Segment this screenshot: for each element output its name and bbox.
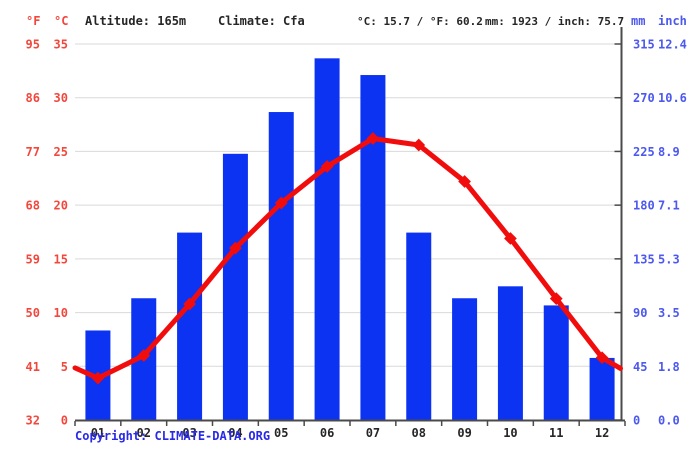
temperature-marker-06 <box>320 160 334 173</box>
celsius-tick-label: 35 <box>54 38 68 52</box>
temperature-marker-10 <box>504 232 517 245</box>
mm-tick-label: 90 <box>633 306 647 320</box>
month-label-09: 09 <box>457 426 471 440</box>
celsius-axis-title: °C <box>54 14 69 28</box>
fahrenheit-tick-label: 86 <box>26 91 40 105</box>
celsius-tick-label: 25 <box>54 145 68 159</box>
temperature-marker-03 <box>183 297 196 311</box>
month-label-08: 08 <box>412 426 426 440</box>
mm-axis-title: mm <box>631 14 646 28</box>
mm-tick-label: 270 <box>633 91 655 105</box>
fahrenheit-tick-label: 50 <box>26 306 40 320</box>
mm-tick-label: 0 <box>633 414 640 428</box>
fahrenheit-tick-label: 77 <box>26 145 40 159</box>
mm-tick-label: 180 <box>633 199 655 213</box>
fahrenheit-axis-title: °F <box>26 14 41 28</box>
mm-tick-label: 225 <box>633 145 655 159</box>
fahrenheit-tick-label: 95 <box>26 38 40 52</box>
precip-bar-06 <box>314 58 340 420</box>
month-label-12: 12 <box>595 426 609 440</box>
precip-bar-05 <box>268 112 294 421</box>
copyright-link[interactable]: Copyright: CLIMATE-DATA.ORG <box>75 429 271 443</box>
month-label-02: 02 <box>137 426 151 440</box>
celsius-tick-label: 5 <box>61 360 68 374</box>
month-label-04: 04 <box>228 426 242 440</box>
celsius-tick-label: 0 <box>61 414 68 428</box>
inch-tick-label: 0.0 <box>658 414 680 428</box>
mm-tick-label: 45 <box>633 360 647 374</box>
temperature-marker-07 <box>366 132 380 145</box>
temperature-marker-04 <box>229 241 242 255</box>
precip-bar-12 <box>589 357 615 420</box>
precip-bar-10 <box>497 286 523 420</box>
temperature-line <box>72 136 623 381</box>
inch-tick-label: 7.1 <box>658 199 680 213</box>
temperature-marker-02 <box>137 349 151 362</box>
month-label-07: 07 <box>366 426 380 440</box>
precip-bar-04 <box>222 153 248 421</box>
temperature-marker-08 <box>412 138 426 152</box>
mm-tick-label: 315 <box>633 38 655 52</box>
month-label-11: 11 <box>549 426 563 440</box>
total-precip-label: mm: 1923 / inch: 75.7 <box>485 15 625 28</box>
temperature-marker-09 <box>458 175 471 188</box>
month-label-10: 10 <box>503 426 517 440</box>
precip-bar-07 <box>360 75 386 421</box>
inch-tick-label: 3.5 <box>658 306 680 320</box>
inch-tick-label: 8.9 <box>658 145 680 159</box>
temperature-marker-05 <box>274 196 288 210</box>
inch-tick-label: 12.4 <box>658 38 687 52</box>
celsius-tick-label: 20 <box>54 199 68 213</box>
inch-tick-label: 5.3 <box>658 252 680 266</box>
altitude-label: Altitude: 165m <box>85 14 187 28</box>
precip-bar-09 <box>452 298 478 420</box>
precip-bar-08 <box>406 232 432 420</box>
mm-tick-label: 135 <box>633 252 655 266</box>
fahrenheit-tick-label: 68 <box>26 199 40 213</box>
fahrenheit-tick-label: 32 <box>26 414 40 428</box>
fahrenheit-tick-label: 41 <box>26 360 40 374</box>
precip-bar-03 <box>177 232 203 420</box>
month-label-01: 01 <box>91 426 105 440</box>
celsius-tick-label: 30 <box>54 91 68 105</box>
avg-temperature-label: °C: 15.7 / °F: 60.2 <box>357 15 483 28</box>
inch-tick-label: 1.8 <box>658 360 680 374</box>
month-label-03: 03 <box>182 426 196 440</box>
celsius-tick-label: 10 <box>54 306 68 320</box>
inch-axis-title: inch <box>658 14 687 28</box>
climate-class-label: Climate: Cfa <box>218 14 305 28</box>
fahrenheit-tick-label: 59 <box>26 252 40 266</box>
month-label-06: 06 <box>320 426 334 440</box>
inch-tick-label: 10.6 <box>658 91 687 105</box>
precip-bar-11 <box>543 305 569 420</box>
temperature-marker-01 <box>91 371 105 385</box>
month-label-05: 05 <box>274 426 288 440</box>
celsius-tick-label: 15 <box>54 252 68 266</box>
